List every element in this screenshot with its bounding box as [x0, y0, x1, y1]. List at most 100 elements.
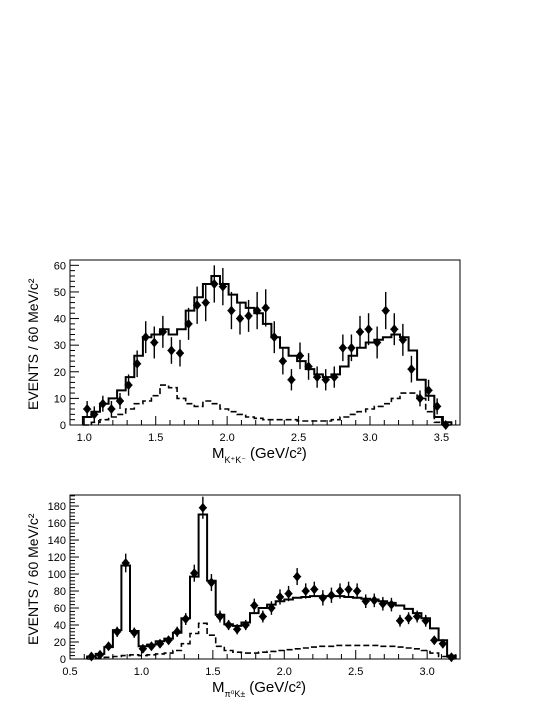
data-point: [261, 302, 270, 313]
y-tick-label: 30: [54, 340, 66, 352]
data-point: [207, 577, 216, 588]
data-point: [121, 557, 130, 568]
top-solid-histogram: [81, 275, 453, 425]
x-tick-label: 2.0: [277, 666, 292, 678]
bottom-x-ticks: 0.5 1.0 1.5 2.0 2.5 3.0: [62, 650, 457, 678]
x-tick-label: 1.0: [77, 432, 92, 444]
y-tick-label: 160: [48, 518, 66, 530]
data-point: [287, 374, 296, 385]
data-point: [250, 600, 259, 611]
bottom-plot-frame: [69, 494, 461, 660]
data-point: [98, 398, 107, 409]
data-point: [364, 324, 373, 335]
data-point: [173, 626, 182, 637]
y-tick-label: 10: [54, 393, 66, 405]
data-point: [224, 620, 233, 631]
data-point: [258, 611, 267, 622]
data-point: [184, 318, 193, 329]
data-point: [241, 620, 250, 631]
data-point: [407, 364, 416, 375]
bottom-panel: 0.5 1.0 1.5 2.0 2.5 3.0 0 20 40 60 80 100 120 140 160…: [25, 494, 461, 699]
data-point: [381, 305, 390, 316]
top-y-ticks: 0 10 20 30 40 50 60: [54, 259, 79, 432]
y-tick-label: 0: [60, 654, 66, 666]
bottom-solid-histogram: [86, 513, 457, 659]
data-point: [83, 404, 92, 415]
data-point: [373, 337, 382, 348]
data-point: [181, 614, 190, 625]
data-point: [190, 568, 199, 579]
data-point: [133, 358, 142, 369]
data-point: [116, 396, 124, 407]
data-point: [96, 649, 104, 660]
data-point: [433, 401, 442, 412]
x-tick-label: 0.5: [62, 666, 77, 678]
top-x-axis-label-main: M: [212, 445, 225, 462]
data-point: [356, 326, 364, 337]
top-x-axis-label-sub: K⁺K⁻: [225, 455, 247, 465]
data-point: [404, 613, 413, 624]
data-point: [441, 420, 450, 430]
data-point: [198, 502, 207, 513]
bot-histogram-path-1: [87, 622, 456, 660]
top-panel: 1.0 1.5 2.0 2.5 3.0 3.5 0 10 20 30 40 50 60 EVENTS …: [25, 259, 461, 465]
data-point: [396, 615, 404, 626]
data-point: [447, 652, 456, 663]
y-tick-label: 40: [54, 314, 66, 326]
data-point: [276, 591, 284, 602]
x-tick-label: 3.5: [434, 432, 449, 444]
x-tick-label: 1.5: [148, 432, 163, 444]
data-point: [347, 342, 356, 353]
data-point: [361, 596, 370, 607]
data-point: [284, 588, 293, 599]
data-point: [167, 345, 176, 356]
data-point: [141, 332, 150, 343]
y-tick-label: 0: [60, 420, 66, 432]
top-plot-frame: [69, 259, 461, 426]
data-point: [216, 611, 224, 622]
data-point: [164, 635, 173, 646]
x-tick-label: 1.0: [134, 666, 149, 678]
data-point: [424, 385, 433, 396]
data-point: [398, 334, 407, 345]
data-point: [236, 313, 244, 324]
data-point: [321, 374, 330, 385]
data-point: [87, 651, 96, 662]
data-point: [310, 584, 319, 595]
data-point: [378, 598, 387, 609]
top-data-points: [83, 265, 450, 430]
data-point: [430, 635, 439, 646]
x-tick-label: 3.0: [362, 432, 377, 444]
data-point: [107, 404, 116, 415]
data-point: [304, 361, 313, 372]
top-x-axis-label-unit: (GeV/c²): [250, 445, 307, 462]
data-point: [301, 586, 310, 597]
data-point: [413, 611, 422, 622]
y-tick-label: 60: [54, 603, 66, 615]
bottom-y-axis-label: EVENTS / 60 MeV/c²: [25, 513, 41, 645]
y-tick-label: 180: [48, 501, 66, 513]
data-point: [104, 641, 113, 652]
data-point: [313, 372, 322, 383]
y-tick-label: 40: [54, 620, 66, 632]
y-tick-label: 100: [48, 569, 66, 581]
data-point: [387, 599, 396, 610]
top-x-ticks: 1.0 1.5 2.0 2.5 3.0 3.5: [69, 416, 457, 444]
bottom-dashed-histogram: [87, 622, 456, 660]
data-point: [201, 297, 210, 308]
top-dashed-histogram: [82, 384, 452, 426]
bottom-x-axis-label-main: M: [212, 679, 225, 696]
bottom-x-axis-label-unit: (GeV/c²): [249, 679, 306, 696]
bot-histogram-path-0: [86, 513, 457, 659]
data-point: [416, 393, 424, 404]
data-point: [147, 641, 156, 652]
data-point: [370, 595, 379, 606]
data-point: [338, 342, 347, 353]
data-point: [390, 324, 399, 335]
data-point: [327, 590, 336, 601]
bottom-y-ticks: 0 20 40 60 80 100 120 140 160 180: [48, 495, 79, 666]
y-tick-label: 120: [48, 552, 66, 564]
data-point: [244, 310, 253, 321]
data-point: [344, 584, 353, 595]
bottom-x-axis-label: Mπ⁰K± (GeV/c²): [212, 679, 306, 699]
